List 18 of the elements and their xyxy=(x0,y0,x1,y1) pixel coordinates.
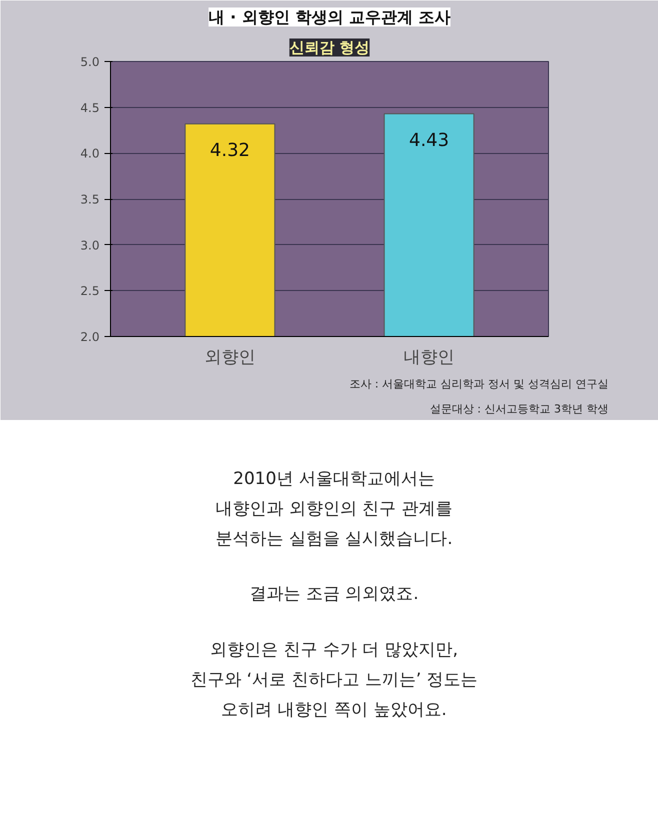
text: 2010년 서울대학교에서는 내향인과 외향인의 친구 관계를 분석하는 실험을 실시했습니다. xyxy=(214,468,454,550)
text: 외향인은 친구 수가 더 많았지만, 친구와 ‘서로 친하다고 느끼는’ 정도는 오히려 내향인 쪽이 높았어요. xyxy=(190,639,478,722)
y-tick-label: 4.5 xyxy=(80,100,100,115)
y-tick-label: 3.0 xyxy=(80,238,100,252)
y-tick-label: 4.0 xyxy=(80,146,100,161)
text: 결과는 조금 의외였죠. xyxy=(248,583,420,606)
y-tick-label: 5.0 xyxy=(80,55,100,69)
x-tick-label: 내향인 xyxy=(404,348,455,368)
x-tick-label: 외향인 xyxy=(204,348,256,368)
y-tick-label: 2.0 xyxy=(80,330,100,344)
text: 조사 : 서울대학교 심리학과 정서 및 성격심리 연구실 xyxy=(349,378,609,390)
chart-title: 내 · 외향인 학생의 교우관계 조사 xyxy=(208,8,450,26)
chart-subtitle: 신뢰감 형성 xyxy=(289,38,370,56)
data-label: 4.32 xyxy=(210,140,250,161)
y-tick-label: 3.5 xyxy=(80,192,100,206)
y-tick-label: 2.5 xyxy=(80,284,100,298)
text: 설문대상 : 신서고등학교 3학년 학생 xyxy=(430,402,609,416)
data-label: 4.43 xyxy=(409,130,450,151)
